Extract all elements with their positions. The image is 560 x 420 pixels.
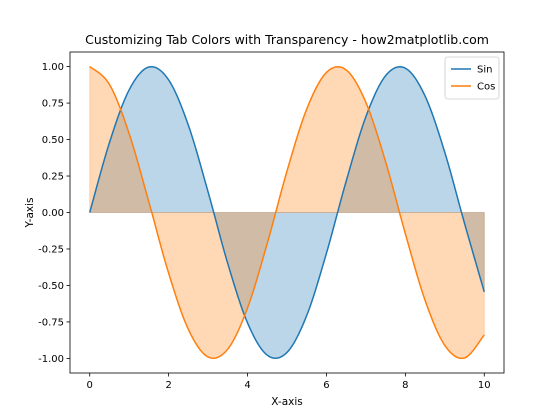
y-tick-label: 1.00 [42,62,64,73]
y-tick-label: 0.00 [42,208,64,219]
y-tick-label: 0.50 [42,135,64,146]
x-tick-label: 10 [478,380,491,391]
x-axis-label: X-axis [271,396,303,408]
x-tick-label: 4 [244,380,250,391]
y-axis-ticks: -1.00 -0.75 -0.50 -0.25 0.00 0.25 0.50 0.75 1.00 [38,62,70,365]
series-lines [89,65,485,360]
series-line-sin [89,65,485,360]
y-axis-label: Y-axis [24,198,36,229]
y-tick-label: -0.50 [38,281,64,292]
legend: Sin Cos [444,56,500,100]
y-tick-label: 0.25 [42,172,64,183]
x-tick-label: 6 [323,380,329,391]
chart-title: Customizing Tab Colors with Transparency… [85,32,489,47]
x-tick-label: 0 [87,380,93,391]
y-tick-label: -0.75 [38,317,64,328]
legend-box [444,56,500,100]
x-tick-label: 8 [402,380,408,391]
y-tick-label: -1.00 [38,354,64,365]
legend-label: Sin [477,65,492,76]
x-tick-label: 2 [165,380,171,391]
x-axis-ticks: 0 2 4 6 8 10 [87,373,491,391]
series-line-cos [89,66,485,360]
y-tick-label: 0.75 [42,99,64,110]
y-tick-label: -0.25 [38,244,64,255]
legend-label: Cos [477,82,495,93]
